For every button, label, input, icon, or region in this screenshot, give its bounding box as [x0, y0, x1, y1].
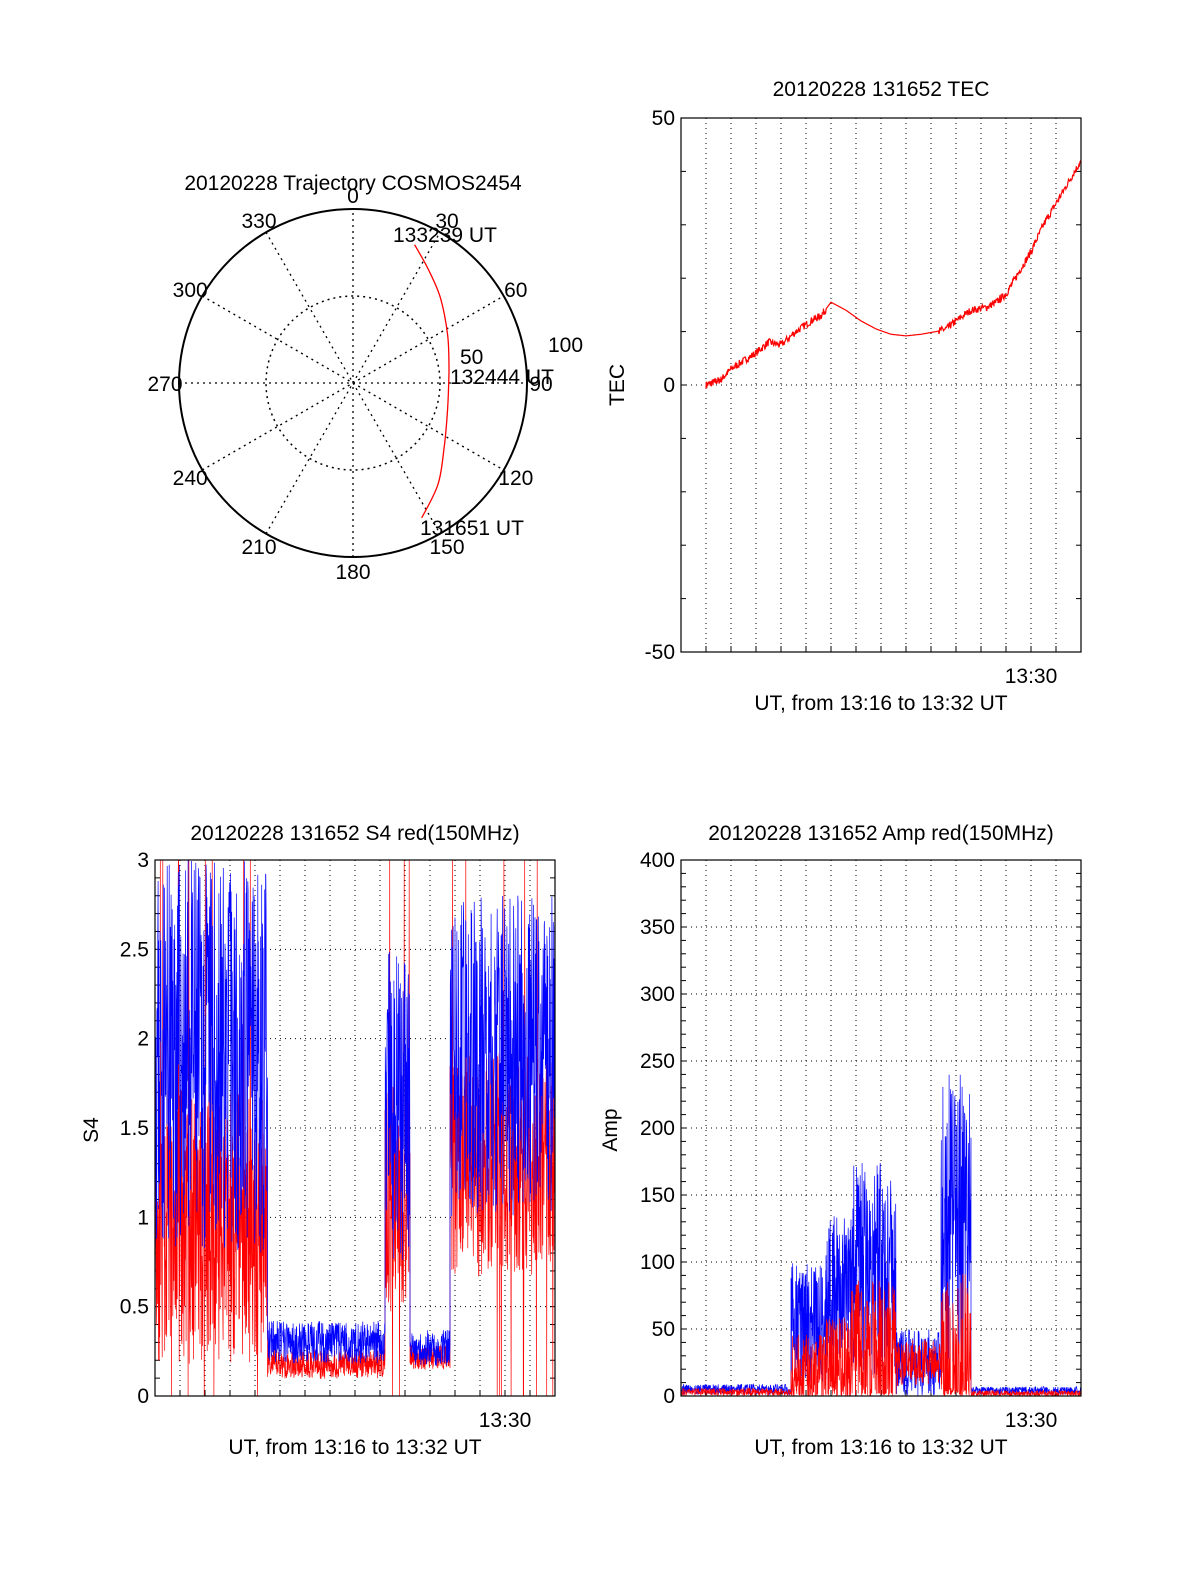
y-tick-label: 400	[640, 849, 675, 872]
azimuth-label-300: 300	[173, 279, 208, 302]
polar-spoke-150	[265, 231, 441, 535]
amp-y-tick-labels: 400 350 300 250 200 150 100 50 0	[640, 849, 675, 1408]
polar-azimuth-labels: 0 30 60 90 120 150 180 210 240 270 300 330	[147, 185, 552, 584]
s4-y-tick-labels: 3 2.5 2 1.5 1 0.5 0	[120, 849, 149, 1408]
annotation-mid-time: 132444 UT	[450, 366, 554, 389]
amp-red-series	[680, 1273, 1082, 1398]
s4-title: 20120228 131652 S4 red(150MHz)	[190, 822, 519, 845]
y-tick-label: -50	[645, 641, 675, 664]
s4-x-axis-label: UT, from 13:16 to 13:32 UT	[228, 1436, 481, 1459]
tec-y-tick-labels: 50 0 -50	[645, 107, 675, 664]
azimuth-label-0: 0	[347, 185, 359, 208]
azimuth-label-240: 240	[173, 467, 208, 490]
tec-grid	[681, 118, 1081, 652]
azimuth-label-90: 90	[529, 373, 552, 396]
y-tick-label: 0	[137, 1385, 149, 1408]
radial-label-50: 50	[460, 346, 483, 369]
amp-y-axis-label: Amp	[599, 1108, 622, 1151]
y-tick-label: 300	[640, 983, 675, 1006]
amp-x-tick-label: 13:30	[1005, 1409, 1058, 1432]
y-tick-label: 200	[640, 1117, 675, 1140]
y-tick-label: 3	[137, 849, 149, 872]
y-tick-label: 350	[640, 916, 675, 939]
polar-inner-circle	[265, 295, 441, 471]
s4-x-tick-label: 13:30	[479, 1409, 532, 1432]
y-tick-label: 0.5	[120, 1296, 149, 1319]
s4-panel: 20120228 131652 S4 red(150MHz) 3 2.5 2 1.5 1…	[80, 822, 556, 1459]
y-tick-label: 150	[640, 1184, 675, 1207]
azimuth-label-60: 60	[504, 279, 527, 302]
y-tick-label: 1	[137, 1206, 149, 1229]
y-tick-label: 50	[652, 107, 675, 130]
azimuth-label-150: 150	[429, 536, 464, 559]
tec-plot-frame	[680, 117, 1082, 653]
annotation-start-time: 131651 UT	[420, 517, 524, 540]
trajectory-panel: 20120228 Trajectory COSMOS2454 0 30 60 90 12…	[147, 172, 583, 584]
azimuth-label-180: 180	[335, 561, 370, 584]
amp-panel: 20120228 131652 Amp red(150MHz) 400 350 30…	[599, 822, 1082, 1459]
y-tick-label: 100	[640, 1251, 675, 1274]
y-tick-label: 1.5	[120, 1117, 149, 1140]
y-tick-label: 50	[652, 1318, 675, 1341]
radial-label-100: 100	[548, 334, 583, 357]
tec-series-line	[705, 160, 1082, 389]
s4-blue-series	[154, 860, 556, 1366]
y-tick-label: 0	[663, 374, 675, 397]
tec-x-axis-label: UT, from 13:16 to 13:32 UT	[754, 692, 1007, 715]
azimuth-label-330: 330	[241, 210, 276, 233]
trajectory-line	[414, 244, 450, 519]
tec-y-axis-label: TEC	[606, 364, 629, 406]
azimuth-label-210: 210	[241, 536, 276, 559]
amp-title: 20120228 131652 Amp red(150MHz)	[708, 822, 1054, 845]
azimuth-label-30: 30	[435, 210, 458, 233]
annotation-end-time: 133239 UT	[393, 224, 497, 247]
amp-plot-frame	[680, 859, 1082, 1397]
amp-x-axis-label: UT, from 13:16 to 13:32 UT	[754, 1436, 1007, 1459]
y-tick-label: 250	[640, 1050, 675, 1073]
tec-panel: 20120228 131652 TEC 50 0 -50 13:30 UT, fro…	[606, 78, 1082, 715]
polar-spokes	[179, 209, 527, 557]
azimuth-label-270: 270	[147, 373, 182, 396]
tec-x-tick-label: 13:30	[1005, 665, 1058, 688]
y-tick-label: 2	[137, 1028, 149, 1051]
y-tick-label: 0	[663, 1385, 675, 1408]
azimuth-label-120: 120	[498, 467, 533, 490]
s4-y-axis-label: S4	[80, 1117, 103, 1143]
tec-title: 20120228 131652 TEC	[773, 78, 990, 101]
y-tick-label: 2.5	[120, 938, 149, 961]
s4-plot-frame	[154, 859, 556, 1397]
trajectory-title: 20120228 Trajectory COSMOS2454	[184, 172, 522, 195]
